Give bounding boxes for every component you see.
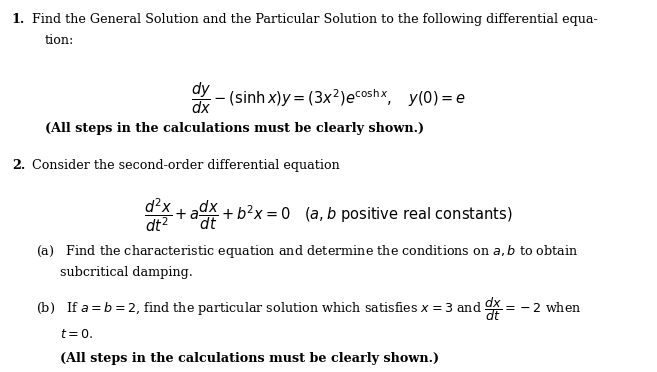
Text: Find the General Solution and the Particular Solution to the following different: Find the General Solution and the Partic… (32, 13, 597, 26)
Text: 1.: 1. (12, 13, 25, 26)
Text: (b)   If $a = b = 2$, find the particular solution which satisfies $x = 3$ and $: (b) If $a = b = 2$, find the particular … (36, 295, 581, 323)
Text: subcritical damping.: subcritical damping. (60, 266, 193, 279)
Text: $t = 0$.: $t = 0$. (60, 328, 94, 341)
Text: $\dfrac{d^2x}{dt^2} + a\dfrac{dx}{dt} + b^2x = 0 \quad (a, b \text{ positive rea: $\dfrac{d^2x}{dt^2} + a\dfrac{dx}{dt} + … (145, 196, 512, 234)
Text: 2.: 2. (12, 159, 25, 172)
Text: Consider the second-order differential equation: Consider the second-order differential e… (32, 159, 339, 172)
Text: (a)   Find the characteristic equation and determine the conditions on $a, b$ to: (a) Find the characteristic equation and… (36, 243, 578, 260)
Text: tion:: tion: (45, 34, 74, 47)
Text: (All steps in the calculations must be clearly shown.): (All steps in the calculations must be c… (60, 352, 440, 365)
Text: $\dfrac{dy}{dx} - (\sinh x)y = (3x^2)e^{\cosh x},\quad y(0) = e$: $\dfrac{dy}{dx} - (\sinh x)y = (3x^2)e^{… (191, 80, 466, 116)
Text: (All steps in the calculations must be clearly shown.): (All steps in the calculations must be c… (45, 122, 424, 135)
